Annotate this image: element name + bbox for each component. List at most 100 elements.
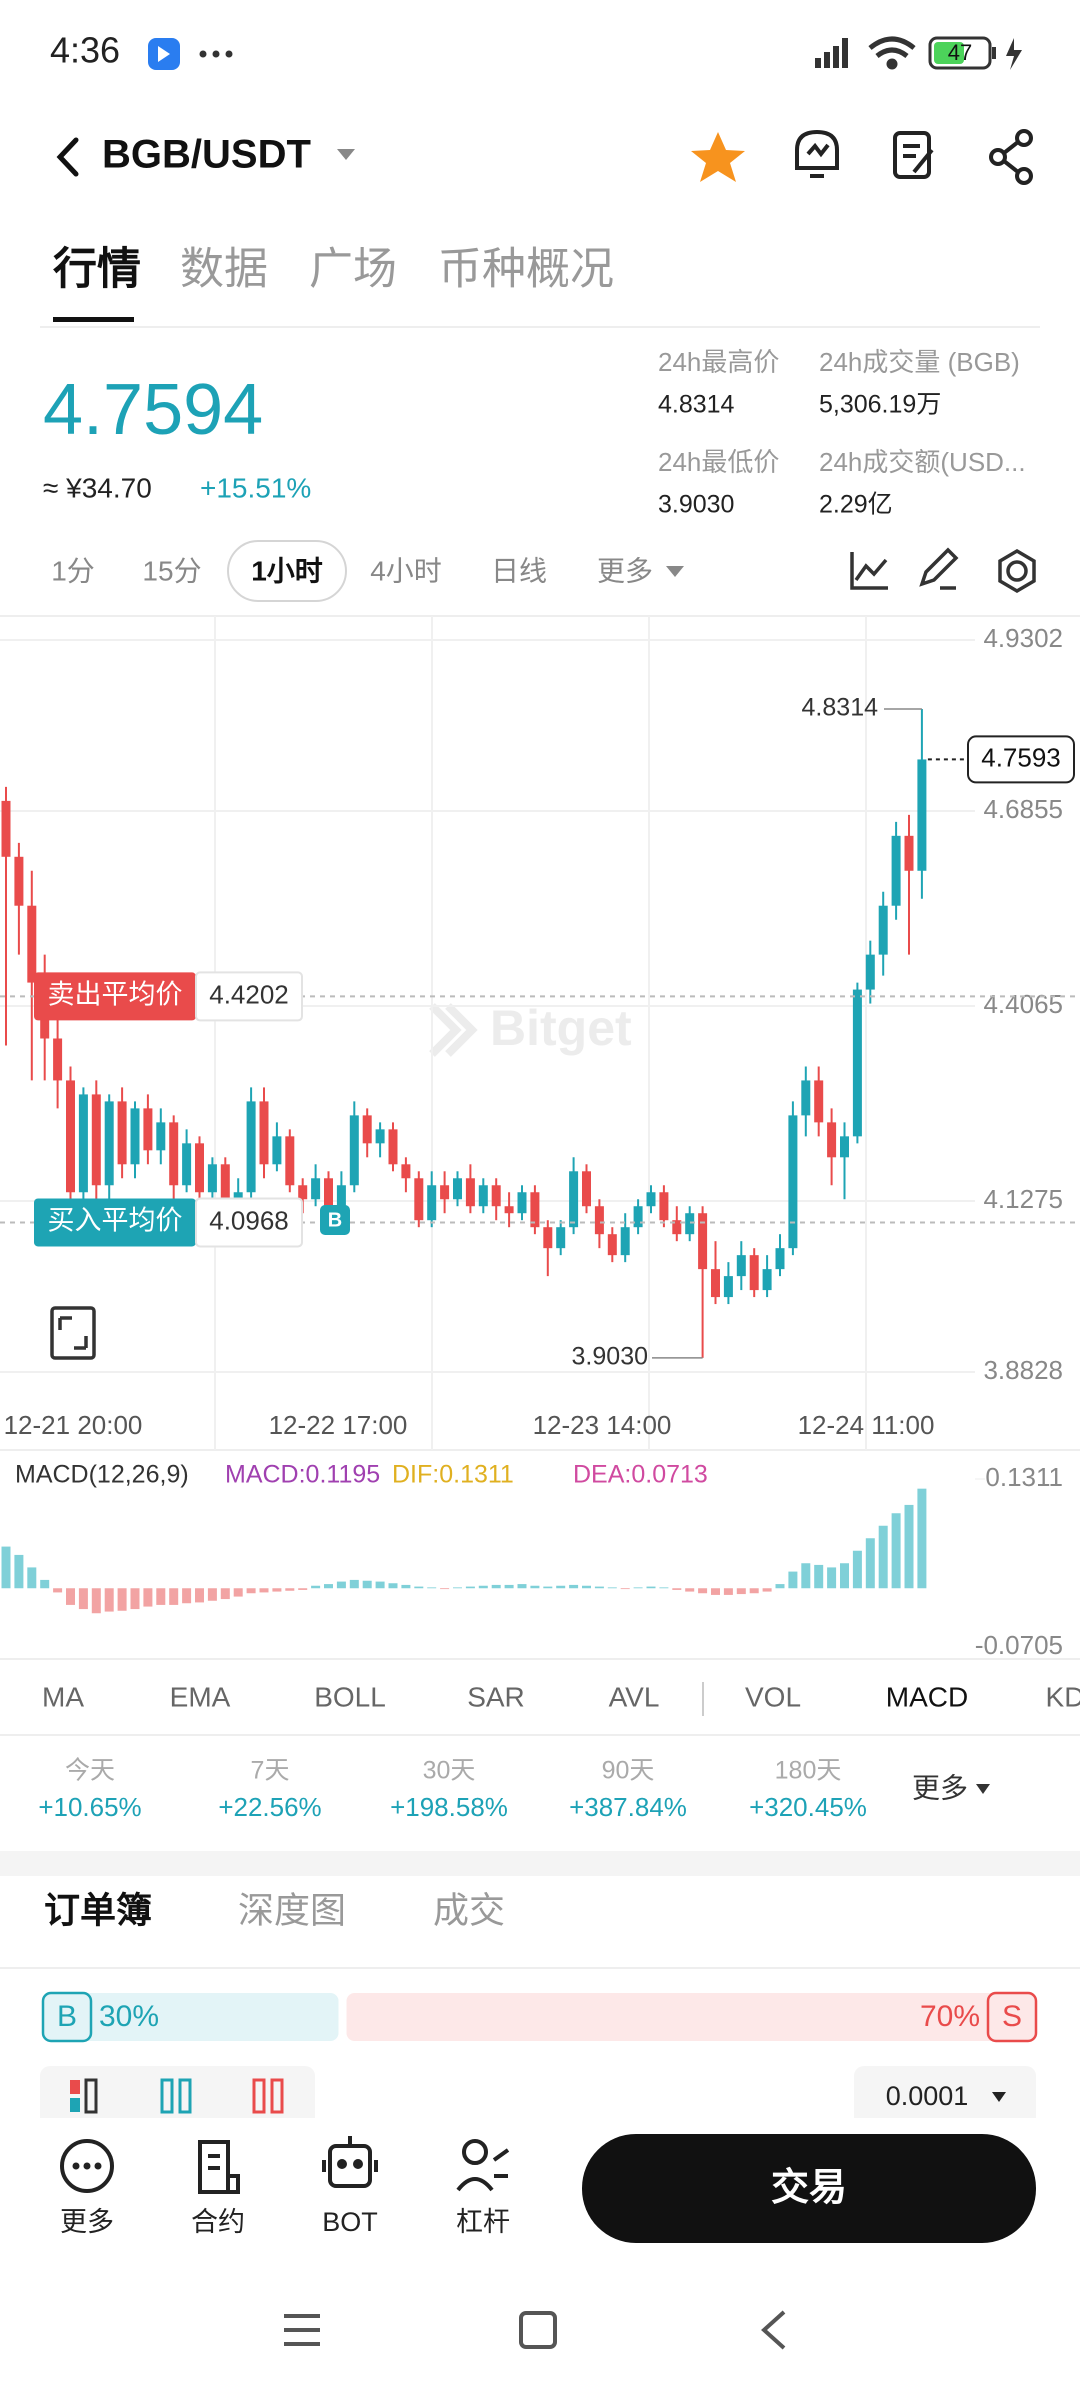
notes-icon[interactable] [893, 131, 934, 179]
perf-more-arrow[interactable] [976, 1784, 990, 1794]
nav-bot-icon[interactable] [322, 2136, 378, 2188]
candle-body [414, 1178, 424, 1221]
pair-title[interactable]: BGB/USDT [102, 133, 311, 177]
notes-icon-part[interactable] [903, 144, 920, 158]
orderbook-tab[interactable]: 深度图 [238, 1890, 346, 1931]
nav-futures-icon-part[interactable] [200, 2174, 240, 2194]
indicator[interactable]: VOL [745, 1681, 801, 1712]
layout-sell-part[interactable] [270, 2078, 284, 2114]
indicator-tool-part[interactable] [850, 552, 888, 590]
pair-dropdown[interactable] [337, 149, 355, 160]
layout-sell[interactable] [252, 2078, 284, 2114]
nav-futures-icon-part[interactable] [208, 2154, 220, 2170]
favorite-star[interactable] [691, 132, 745, 182]
fullscreen-button-part[interactable] [50, 1306, 96, 1360]
candle-body [311, 1178, 321, 1200]
precision-select[interactable] [854, 2066, 1036, 2128]
layout-both-part[interactable] [70, 2080, 80, 2094]
candle-body [246, 1101, 256, 1193]
interval[interactable]: 日线 [491, 555, 547, 586]
tab[interactable]: 行情 [53, 245, 141, 294]
share-icon-part[interactable] [1002, 140, 1020, 174]
nav-label[interactable]: 更多 [60, 2207, 114, 2237]
macd-bar [349, 1579, 359, 1589]
indicator[interactable]: SAR [467, 1681, 525, 1712]
settings-tool-part[interactable] [1006, 560, 1028, 582]
macd-title: MACD(12,26,9) [15, 1461, 189, 1489]
macd-bar [646, 1586, 656, 1589]
nav-more-icon[interactable] [60, 2139, 114, 2193]
indicator[interactable]: EMA [170, 1681, 231, 1712]
nav-label[interactable]: 杠杆 [456, 2207, 510, 2237]
orderbook-tab[interactable]: 订单簿 [44, 1890, 152, 1931]
tab[interactable]: 数据 [180, 245, 268, 294]
indicator-tool-part[interactable] [854, 558, 888, 582]
interval-more-arrow[interactable] [666, 566, 684, 577]
nav-label[interactable]: BOT [322, 2207, 378, 2237]
interval[interactable]: 1小时 [251, 555, 323, 586]
macd-bar [156, 1588, 166, 1605]
settings-tool[interactable] [998, 548, 1036, 594]
precision-arrow[interactable] [992, 2092, 1006, 2102]
macd-bar [91, 1588, 101, 1614]
nav-bot-icon-part[interactable] [322, 2160, 378, 2172]
layout-sell-part[interactable] [252, 2078, 266, 2114]
nav-margin-icon-part[interactable] [456, 2177, 494, 2192]
draw-tool[interactable] [919, 547, 959, 590]
nav-more-icon-part[interactable] [94, 2162, 102, 2170]
layout-buy-part[interactable] [160, 2078, 174, 2114]
layout-buy-part[interactable] [178, 2078, 192, 2114]
fullscreen-button-part[interactable] [58, 1316, 88, 1350]
interval[interactable]: 15分 [142, 555, 201, 586]
indicator[interactable]: KD [1046, 1681, 1080, 1712]
candle-body [917, 759, 927, 871]
interval[interactable]: 4小时 [370, 555, 442, 586]
nav-margin-icon[interactable] [456, 2139, 510, 2192]
layout-both-part[interactable] [70, 2098, 80, 2112]
back-button[interactable] [56, 137, 79, 177]
interval[interactable]: 更多 [597, 555, 653, 586]
share-icon-part[interactable] [989, 148, 1007, 166]
nav-label[interactable]: 合约 [191, 2207, 245, 2237]
tab[interactable]: 币种概况 [438, 245, 614, 294]
trade-button-label[interactable]: 交易 [771, 2166, 847, 2209]
alert-icon-part[interactable] [806, 142, 830, 158]
nav-more-icon-part[interactable] [83, 2162, 91, 2170]
nav-bot-icon-part[interactable] [337, 2159, 347, 2169]
layout-both[interactable] [70, 2078, 98, 2114]
sys-home[interactable] [519, 2311, 557, 2349]
nav-margin-icon-part[interactable] [462, 2139, 488, 2165]
nav-more-icon-part[interactable] [60, 2139, 114, 2193]
indicator[interactable]: BOLL [314, 1681, 386, 1712]
nav-more-icon-part[interactable] [72, 2162, 80, 2170]
orderbook-tab[interactable]: 成交 [433, 1890, 505, 1931]
macd-bar [917, 1488, 927, 1589]
fullscreen-button[interactable] [50, 1306, 96, 1360]
nav-futures-icon[interactable] [198, 2140, 240, 2194]
indicator[interactable]: MA [42, 1681, 84, 1712]
nav-margin-icon-part[interactable] [492, 2148, 510, 2178]
indicator[interactable]: MACD [886, 1681, 968, 1712]
precision-value[interactable]: 0.0001 [886, 2081, 969, 2111]
stat-value: 3.9030 [658, 491, 734, 519]
indicator[interactable]: AVL [609, 1681, 660, 1712]
interval[interactable]: 1分 [51, 555, 95, 586]
share-icon-part[interactable] [1015, 129, 1033, 147]
indicator-tool[interactable] [850, 552, 888, 590]
alert-icon[interactable] [795, 129, 839, 178]
perf-more[interactable]: 更多 [912, 1772, 968, 1803]
sys-back[interactable] [761, 2310, 786, 2350]
notes-icon-part[interactable] [912, 148, 934, 174]
layout-buy[interactable] [160, 2078, 192, 2114]
nav-bot-icon-part[interactable] [353, 2159, 363, 2169]
sell-pct: 70% [920, 2000, 980, 2033]
share-icon-part[interactable] [1015, 167, 1033, 185]
settings-tool-part[interactable] [998, 548, 1036, 594]
layout-both-part[interactable] [84, 2078, 98, 2114]
draw-tool-part[interactable] [919, 547, 959, 587]
tab[interactable]: 广场 [309, 245, 397, 294]
alert-icon-part[interactable] [795, 129, 839, 170]
sys-menu[interactable] [284, 2314, 320, 2346]
trade-button[interactable] [582, 2134, 1036, 2243]
share-icon[interactable] [989, 129, 1033, 185]
